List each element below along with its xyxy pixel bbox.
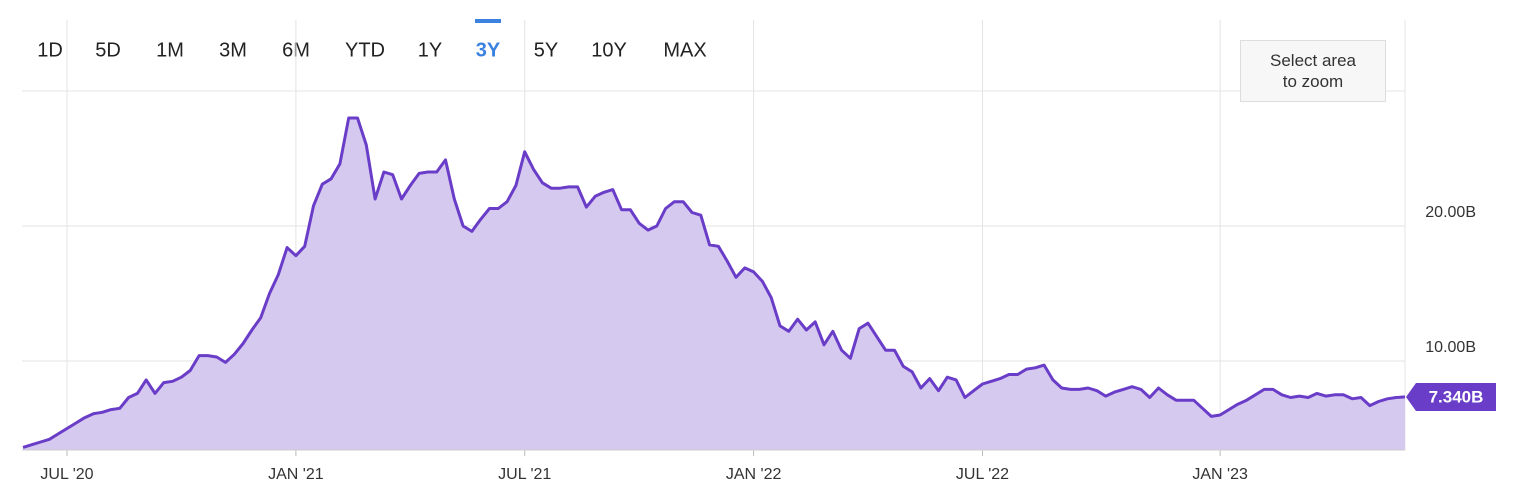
y-tick-label: 20.00B (1425, 204, 1476, 221)
current-value-label: 7.340B (1429, 387, 1484, 406)
range-button[interactable]: 3M (219, 39, 247, 61)
range-button[interactable]: YTD (345, 39, 385, 61)
x-tick-label: JAN '23 (1192, 466, 1248, 483)
range-button[interactable]: MAX (663, 39, 706, 61)
area (23, 118, 1405, 450)
active-indicator (475, 19, 501, 23)
x-tick-label: JUL '21 (498, 466, 551, 483)
range-button[interactable]: 5D (95, 39, 121, 61)
range-button[interactable]: 1D (37, 39, 63, 61)
range-button[interactable]: 5Y (534, 39, 558, 61)
current-value-tag (1406, 382, 1496, 411)
x-tick-label: JUL '20 (40, 466, 93, 483)
y-tick-label: 10.00B (1425, 339, 1476, 356)
line (22, 116, 1406, 449)
range-button[interactable]: 10Y (591, 39, 627, 61)
range-button[interactable]: 1Y (418, 39, 442, 61)
x-tick-label: JUL '22 (956, 466, 1009, 483)
zoom-button[interactable]: Select area to zoom (1240, 40, 1386, 102)
range-button[interactable]: 1M (156, 39, 184, 61)
x-tick-label: JAN '21 (268, 466, 324, 483)
range-button[interactable]: 3Y (476, 39, 501, 61)
x-tick-label: JAN '22 (726, 466, 782, 483)
